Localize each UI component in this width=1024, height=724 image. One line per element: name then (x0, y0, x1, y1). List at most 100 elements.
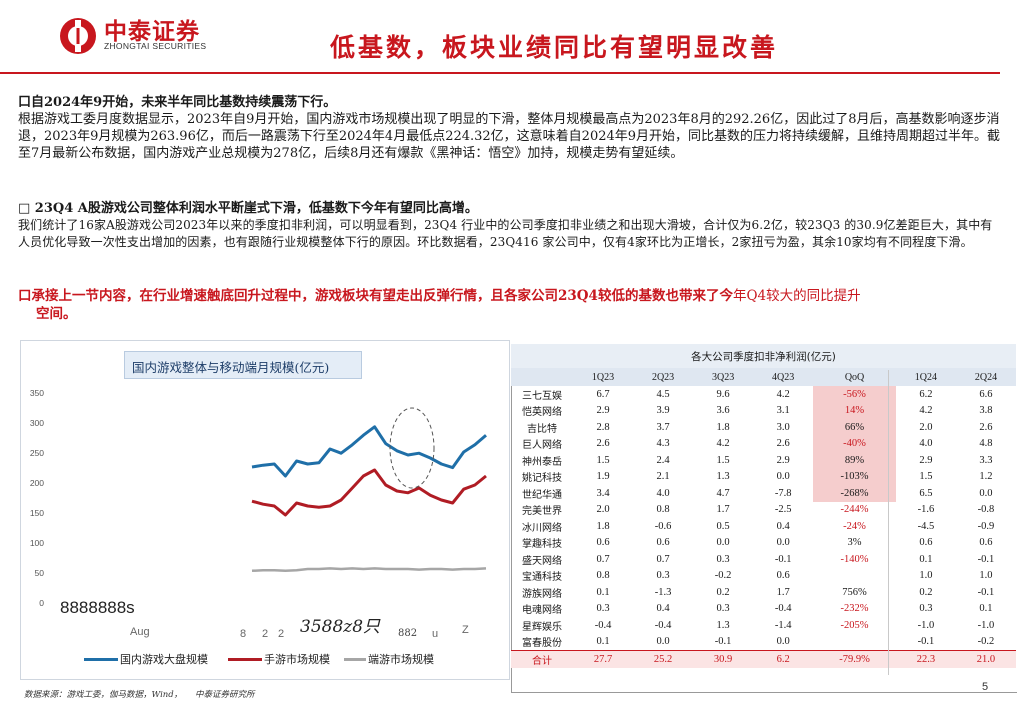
quarter-value: 2.9 (919, 454, 933, 466)
company-name: 完美世界 (522, 506, 562, 518)
table-row: 姚记科技 1.9 2.1 1.3 0.0 -103% 1.5 1.2 (511, 468, 1016, 485)
qoq-value: 66% (813, 419, 896, 436)
quarter-value: 1.0 (919, 570, 933, 582)
quarter-value: 0.6 (596, 537, 610, 549)
quarter-value: 1.0 (979, 570, 993, 582)
quarter-value: 0.3 (919, 603, 933, 615)
qoq-value: -140% (840, 553, 869, 565)
section-3-line2: 空间。 (36, 306, 77, 322)
quarter-value: -0.6 (654, 520, 672, 532)
total-value: 25.2 (633, 650, 694, 668)
quarter-value: -0.4 (594, 619, 612, 631)
line-chart-panel (20, 340, 510, 680)
quarter-value: 0.4 (776, 520, 790, 532)
quarter-value: 0.6 (656, 537, 670, 549)
quarter-value: 0.7 (596, 553, 610, 565)
quarter-value: 0.8 (596, 570, 610, 582)
table-row: 神州泰岳 1.5 2.4 1.5 2.9 89% 2.9 3.3 (511, 452, 1016, 469)
quarter-value: 4.2 (919, 405, 933, 417)
header-divider (0, 72, 1000, 74)
table-header-cell: 1Q24 (895, 368, 956, 386)
table-header-cell: 3Q23 (693, 368, 754, 386)
logo-text-en: ZHONGTAI SECURITIES (104, 41, 207, 51)
quarter-value: 4.3 (656, 438, 670, 450)
section-1-body: 根据游戏工委月度数据显示，2023年自9月开始，国内游戏市场规模出现了明显的下滑… (18, 112, 1001, 161)
quarter-value: 4.0 (919, 438, 933, 450)
page-title: 低基数，板块业绩同比有望明显改善 (330, 33, 779, 62)
legend-swatch-pc (344, 658, 366, 661)
x-axis-label: u (432, 628, 439, 640)
table-border (511, 344, 1017, 693)
quarter-value: -0.1 (917, 636, 935, 648)
company-name: 世纪华通 (522, 489, 562, 501)
quarter-value: 0.2 (919, 586, 933, 598)
quarter-value: -0.2 (714, 570, 732, 582)
y-tick-label: 300 (29, 418, 44, 428)
company-name: 盛天网络 (522, 555, 562, 567)
quarter-value: 4.0 (656, 487, 670, 499)
table-row: 世纪华通 3.4 4.0 4.7 -7.8 -268% 6.5 0.0 (511, 485, 1016, 502)
quarter-value: 1.5 (919, 471, 933, 483)
page-number: 5 (982, 681, 989, 693)
section-1-title: 口自2024年9开始，未来半年同比基数持续震荡下行。 (18, 95, 337, 110)
quarter-value: 2.4 (656, 454, 670, 466)
table-row: 完美世界 2.0 0.8 1.7 -2.5 -244% -1.6 -0.8 (511, 502, 1016, 519)
series-line-mobile (251, 468, 487, 517)
company-name: 星辉娱乐 (522, 621, 562, 633)
quarter-value: 0.0 (656, 636, 670, 648)
x-axis-label: Z (462, 624, 469, 636)
quarter-value: 0.2 (716, 586, 730, 598)
table-row: 盛天网络 0.7 0.7 0.3 -0.1 -140% 0.1 -0.1 (511, 551, 1016, 568)
quarter-value: 2.9 (776, 454, 790, 466)
legend-swatch-total (84, 658, 118, 661)
quarter-value: -1.3 (654, 586, 672, 598)
y-tick-label: 250 (29, 448, 44, 458)
table-header-cell: 2Q24 (955, 368, 1016, 386)
y-tick-label: 200 (29, 478, 44, 488)
table-title: 各大公司季度扣非净利润(亿元) (511, 344, 1016, 368)
company-name: 电魂网络 (522, 605, 562, 617)
quarter-value: 2.0 (596, 504, 610, 516)
company-name: 宝通科技 (522, 572, 562, 584)
quarter-value: 1.7 (776, 586, 790, 598)
quarter-value: -0.1 (714, 636, 732, 648)
quarter-value: 0.6 (979, 537, 993, 549)
quarter-value: 3.1 (776, 405, 790, 417)
company-name: 富春股份 (522, 638, 562, 650)
quarter-value: 6.6 (979, 388, 993, 400)
quarter-value: 1.8 (716, 421, 730, 433)
section-2: □ 23Q4 A股游戏公司整体利润水平断崖式下滑，低基数下今年有望同比高增。 我… (18, 200, 1003, 251)
quarter-value: -0.1 (774, 553, 792, 565)
qoq-value: 89% (813, 452, 896, 469)
quarter-value: -0.4 (774, 603, 792, 615)
quarter-value: 2.8 (596, 421, 610, 433)
qoq-value: -232% (840, 603, 869, 615)
legend-label-total: 国内游戏大盘规模 (120, 653, 208, 666)
table-row: 游族网络 0.1 -1.3 0.2 1.7 756% 0.2 -0.1 (511, 584, 1016, 601)
quarter-value: 1.5 (596, 454, 610, 466)
quarter-value: 6.5 (919, 487, 933, 499)
line-chart-title-box (124, 351, 362, 379)
quarter-value: 3.4 (596, 487, 610, 499)
company-name: 三七互娱 (522, 390, 562, 402)
series-line-pc (251, 567, 487, 573)
total-value: 27.7 (573, 650, 634, 668)
quarter-value: -1.0 (917, 619, 935, 631)
total-value: 30.9 (693, 650, 754, 668)
section-3-tail: 年Q4较大的同比提升 (732, 288, 861, 304)
table-row: 电魂网络 0.3 0.4 0.3 -0.4 -232% 0.3 0.1 (511, 601, 1016, 618)
quarter-value: 0.1 (919, 553, 933, 565)
quarter-value: 0.3 (656, 570, 670, 582)
qoq-value: -24% (843, 520, 866, 532)
quarter-value: 4.2 (716, 438, 730, 450)
qoq-value: -205% (840, 619, 869, 631)
qoq-value: -268% (813, 485, 896, 502)
quarter-value: 6.7 (596, 388, 610, 400)
quarter-value: 3.0 (776, 421, 790, 433)
quarter-value: 3.9 (656, 405, 670, 417)
quarter-value: -0.1 (977, 553, 995, 565)
quarter-value: 2.1 (656, 471, 670, 483)
quarter-value: 0.0 (716, 537, 730, 549)
quarter-value: -0.1 (977, 586, 995, 598)
